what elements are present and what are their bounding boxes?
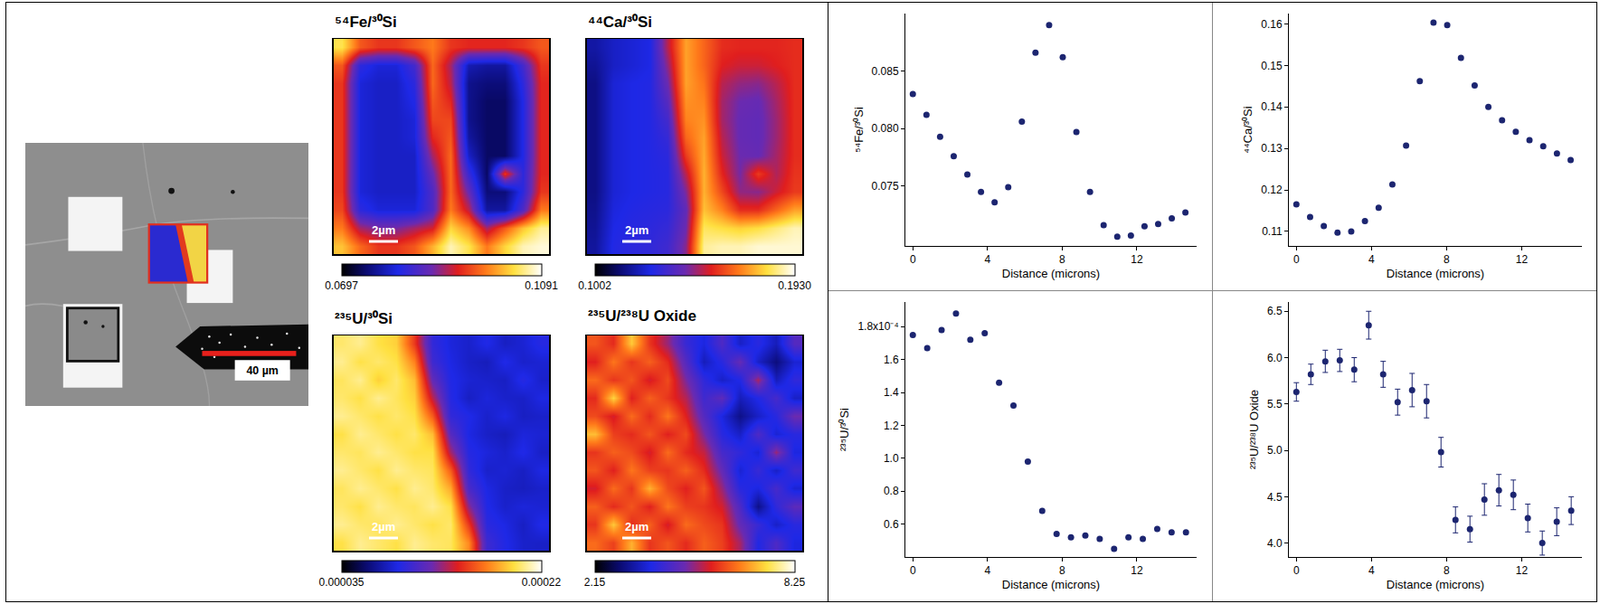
svg-text:1.6: 1.6 xyxy=(883,353,900,367)
svg-text:6.5: 6.5 xyxy=(1267,304,1283,318)
html-text:⁴⁴Ca/³⁰Si: ⁴⁴Ca/³⁰Si xyxy=(587,13,653,31)
svg-text:0.12: 0.12 xyxy=(1260,183,1283,197)
svg-text:⁴⁴Ca/³⁰Si: ⁴⁴Ca/³⁰Si xyxy=(1240,105,1255,153)
svg-text:0.16: 0.16 xyxy=(1260,18,1283,31)
svg-text:12: 12 xyxy=(1130,253,1144,266)
svg-text:Distance (microns): Distance (microns) xyxy=(1386,577,1485,592)
svg-text:0.075: 0.075 xyxy=(871,179,900,193)
svg-text:2µm: 2µm xyxy=(371,223,396,237)
svg-text:²³⁵U/³⁰Si: ²³⁵U/³⁰Si xyxy=(837,407,852,452)
html-text:²³⁵U/²³⁸U Oxide: ²³⁵U/²³⁸U Oxide xyxy=(587,307,697,325)
html-text:⁵⁴Fe/³⁰Si: ⁵⁴Fe/³⁰Si xyxy=(334,13,397,31)
svg-text:⁵⁴Fe/³⁰Si: ⁵⁴Fe/³⁰Si xyxy=(852,106,866,153)
svg-text:2µm: 2µm xyxy=(624,223,649,237)
svg-text:0.6: 0.6 xyxy=(883,518,900,531)
svg-text:0.0697: 0.0697 xyxy=(324,279,359,293)
svg-text:Distance (microns): Distance (microns) xyxy=(1386,266,1485,281)
svg-text:8: 8 xyxy=(1443,564,1450,578)
svg-text:0.1091: 0.1091 xyxy=(524,279,559,293)
svg-text:4.0: 4.0 xyxy=(1267,537,1283,550)
svg-text:12: 12 xyxy=(1130,564,1144,578)
svg-text:0.085: 0.085 xyxy=(871,65,900,78)
svg-text:12: 12 xyxy=(1515,253,1529,266)
svg-text:0: 0 xyxy=(1293,253,1300,266)
svg-text:0.11: 0.11 xyxy=(1261,225,1283,238)
svg-text:0.00022: 0.00022 xyxy=(521,576,562,589)
svg-text:0.080: 0.080 xyxy=(871,122,900,135)
svg-text:2.15: 2.15 xyxy=(584,576,606,589)
svg-text:8: 8 xyxy=(1443,253,1450,266)
svg-text:4: 4 xyxy=(984,253,991,266)
svg-text:1.0: 1.0 xyxy=(883,452,900,465)
svg-text:Distance (microns): Distance (microns) xyxy=(1002,577,1100,592)
svg-text:²³⁵U/²³⁸U Oxide: ²³⁵U/²³⁸U Oxide xyxy=(1247,389,1261,470)
svg-text:1.2: 1.2 xyxy=(883,419,900,433)
svg-text:8: 8 xyxy=(1059,253,1066,266)
svg-text:8: 8 xyxy=(1059,564,1066,578)
svg-text:2µm: 2µm xyxy=(371,520,396,534)
svg-text:1.8x10⁻⁴: 1.8x10⁻⁴ xyxy=(857,320,899,333)
svg-text:0.8: 0.8 xyxy=(883,484,900,498)
svg-text:5.0: 5.0 xyxy=(1267,444,1283,457)
svg-text:4: 4 xyxy=(1368,564,1375,578)
svg-text:5.5: 5.5 xyxy=(1267,397,1283,411)
svg-text:2µm: 2µm xyxy=(624,520,649,534)
svg-text:0: 0 xyxy=(909,564,917,578)
svg-text:Distance (microns): Distance (microns) xyxy=(1002,266,1100,281)
svg-text:6.0: 6.0 xyxy=(1267,351,1283,365)
svg-text:8.25: 8.25 xyxy=(784,576,806,589)
svg-text:0: 0 xyxy=(1293,564,1300,578)
svg-text:4: 4 xyxy=(984,564,991,578)
svg-text:0: 0 xyxy=(909,253,917,266)
svg-text:4.5: 4.5 xyxy=(1267,491,1283,504)
svg-text:0.15: 0.15 xyxy=(1260,59,1283,73)
svg-text:0.1002: 0.1002 xyxy=(577,279,612,293)
svg-text:1.4: 1.4 xyxy=(883,386,900,399)
svg-text:0.000035: 0.000035 xyxy=(318,576,364,589)
svg-text:12: 12 xyxy=(1515,564,1529,578)
svg-text:0.13: 0.13 xyxy=(1260,142,1283,155)
svg-text:4: 4 xyxy=(1368,253,1375,266)
svg-text:0.1930: 0.1930 xyxy=(777,279,812,293)
svg-text:40 µm: 40 µm xyxy=(246,364,278,378)
svg-text:0.14: 0.14 xyxy=(1260,100,1283,114)
html-text:²³⁵U/³⁰Si: ²³⁵U/³⁰Si xyxy=(334,310,393,328)
